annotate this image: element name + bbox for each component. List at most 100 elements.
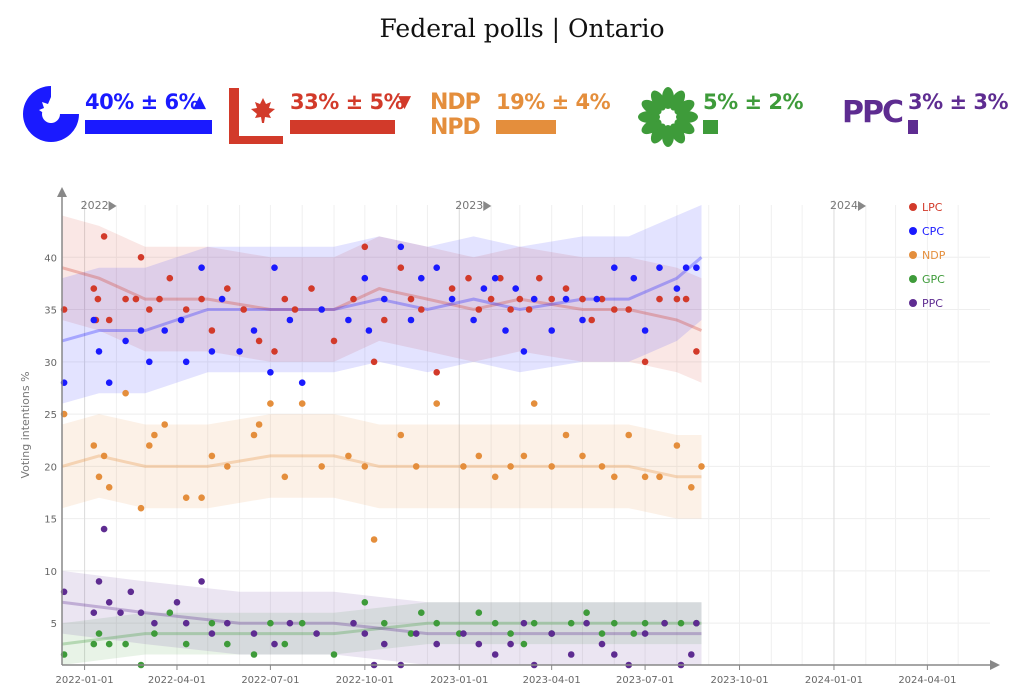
poll-point-lpc xyxy=(579,295,586,303)
poll-point-cpc xyxy=(530,295,538,303)
poll-point-ndp xyxy=(688,484,695,491)
poll-point-lpc xyxy=(308,285,315,292)
poll-point-ppc xyxy=(507,640,514,648)
poll-point-cpc xyxy=(548,327,555,334)
legend-swatch-lpc xyxy=(909,203,917,211)
poll-point-gpc xyxy=(361,599,369,606)
page-title: Federal polls | Ontario xyxy=(379,14,665,43)
legend-swatch-cpc xyxy=(909,227,917,235)
poll-point-ppc xyxy=(693,619,700,627)
poll-point-cpc xyxy=(512,285,519,292)
trend-line-cpc xyxy=(61,256,703,343)
poll-point-lpc xyxy=(525,306,533,313)
poll-point-ppc xyxy=(433,640,441,648)
poll-point-ppc xyxy=(520,619,528,627)
poll-point-cpc xyxy=(502,327,509,334)
poll-point-lpc xyxy=(271,348,278,355)
poll-point-cpc xyxy=(491,274,499,282)
poll-point-lpc xyxy=(562,285,570,292)
poll-point-gpc xyxy=(491,619,499,627)
poll-point-ppc xyxy=(350,619,357,627)
poll-point-lpc xyxy=(641,358,649,366)
poll-point-gpc xyxy=(208,619,216,627)
year-arrow-icon xyxy=(108,201,117,211)
poll-point-ndp xyxy=(182,494,190,502)
trend-down-icon: ▼ xyxy=(398,92,412,112)
year-marker-label: 2024 xyxy=(830,199,858,212)
poll-point-gpc xyxy=(105,640,113,648)
legend-label-cpc: CPC xyxy=(922,225,944,238)
y-axis-label: Voting intentions % xyxy=(19,371,32,478)
poll-point-lpc xyxy=(497,274,504,282)
poll-point-ndp xyxy=(641,473,649,481)
poll-point-lpc xyxy=(198,295,205,303)
cpc-bar xyxy=(85,120,212,134)
poll-point-lpc xyxy=(255,337,263,345)
legend-swatch-gpc xyxy=(909,275,917,283)
poll-point-ndp xyxy=(656,473,663,481)
poll-point-ndp xyxy=(146,442,153,449)
poll-point-cpc xyxy=(146,358,153,366)
poll-point-ppc xyxy=(95,578,103,585)
band-ppc xyxy=(62,570,702,665)
poll-point-cpc xyxy=(407,316,415,324)
y-tick-label: 35 xyxy=(44,306,57,317)
lpc-bar xyxy=(290,120,395,134)
poll-point-cpc xyxy=(433,264,441,272)
poll-point-cpc xyxy=(630,274,638,282)
poll-point-gpc xyxy=(630,630,638,637)
poll-point-cpc xyxy=(271,264,278,272)
y-tick-label: 20 xyxy=(44,462,57,473)
legend-label-ppc: PPC xyxy=(922,297,943,310)
poll-point-cpc xyxy=(250,327,258,334)
poll-point-lpc xyxy=(611,306,618,313)
x-tick-label: 2023-10-01 xyxy=(710,675,768,686)
poll-point-ndp xyxy=(412,463,420,470)
poll-point-gpc xyxy=(567,619,575,627)
poll-point-cpc xyxy=(480,285,488,292)
poll-point-lpc xyxy=(166,274,174,282)
poll-point-cpc xyxy=(361,274,369,282)
poll-point-cpc xyxy=(365,327,373,334)
poll-point-cpc xyxy=(318,306,326,313)
trend-up-icon: ▲ xyxy=(193,92,207,112)
poll-point-ppc xyxy=(182,619,190,627)
ppc-estimate: 3% ± 3% xyxy=(908,90,1009,114)
poll-point-lpc xyxy=(448,285,456,292)
poll-point-ndp xyxy=(345,452,352,460)
poll-point-gpc xyxy=(507,630,514,637)
poll-point-lpc xyxy=(94,295,102,303)
poll-point-gpc xyxy=(151,630,158,637)
poll-point-ndp xyxy=(267,400,274,407)
poll-point-gpc xyxy=(641,619,649,627)
poll-point-ppc xyxy=(224,619,231,627)
poll-point-gpc xyxy=(598,630,606,637)
poll-point-ppc xyxy=(475,640,483,648)
poll-point-lpc xyxy=(693,348,700,355)
poll-point-ppc xyxy=(286,619,294,627)
y-tick-label: 25 xyxy=(44,410,57,421)
poll-point-ndp xyxy=(397,431,405,439)
npd-logo-text: NPD xyxy=(430,115,481,140)
poll-point-gpc xyxy=(90,640,98,648)
x-tick-label: 2022-07-01 xyxy=(241,675,299,686)
legend-swatch-ppc xyxy=(909,299,917,307)
poll-point-gpc xyxy=(267,619,274,627)
year-marker-label: 2023 xyxy=(455,199,483,212)
poll-point-lpc xyxy=(465,274,472,282)
poll-point-lpc xyxy=(208,327,216,334)
poll-point-lpc xyxy=(656,295,663,303)
gpc-estimate: 5% ± 2% xyxy=(703,90,804,114)
poll-point-ndp xyxy=(90,442,98,449)
poll-point-ndp xyxy=(370,536,378,543)
poll-point-ppc xyxy=(151,619,158,627)
poll-point-ppc xyxy=(598,640,606,648)
poll-point-ndp xyxy=(460,463,467,470)
band-ndp xyxy=(62,414,702,519)
ppc-bar xyxy=(908,120,918,134)
year-marker-label: 2022 xyxy=(81,199,109,212)
poll-point-lpc xyxy=(507,306,514,313)
cpc-logo-icon xyxy=(23,86,79,142)
trend-line-gpc xyxy=(61,621,702,646)
trend-line-ndp xyxy=(61,454,702,479)
